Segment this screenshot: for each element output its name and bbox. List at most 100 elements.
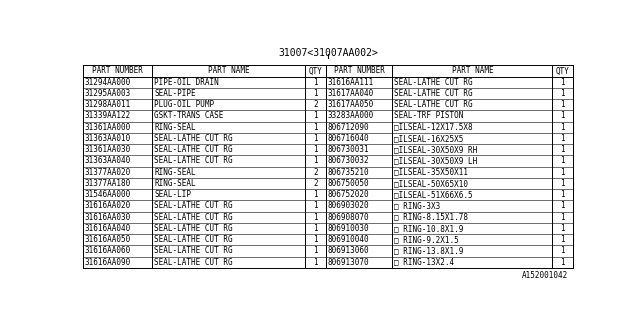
- Bar: [83, 65, 326, 268]
- Text: 31616AA020: 31616AA020: [84, 202, 131, 211]
- Text: 806910040: 806910040: [328, 235, 370, 244]
- Text: SEAL-LATHE CUT RG: SEAL-LATHE CUT RG: [154, 202, 232, 211]
- Text: □ RING-10.8X1.9: □ RING-10.8X1.9: [394, 224, 463, 233]
- Text: PLUG-OIL PUMP: PLUG-OIL PUMP: [154, 100, 214, 109]
- Text: 2: 2: [313, 100, 318, 109]
- Text: 1: 1: [313, 145, 318, 154]
- Text: □ RING-13.8X1.9: □ RING-13.8X1.9: [394, 246, 463, 255]
- Text: 31295AA003: 31295AA003: [84, 89, 131, 98]
- Text: 1: 1: [313, 213, 318, 222]
- Text: SEAL-LATHE CUT RG: SEAL-LATHE CUT RG: [394, 78, 473, 87]
- Text: 806913070: 806913070: [328, 258, 370, 267]
- Text: RING-SEAL: RING-SEAL: [154, 123, 196, 132]
- Text: 1: 1: [560, 156, 565, 165]
- Text: 31339AA122: 31339AA122: [84, 111, 131, 120]
- Text: 31617AA050: 31617AA050: [328, 100, 374, 109]
- Text: □ RING-3X3: □ RING-3X3: [394, 202, 440, 211]
- Text: PART NUMBER: PART NUMBER: [334, 67, 385, 76]
- Text: 1: 1: [313, 134, 318, 143]
- Text: 1: 1: [313, 156, 318, 165]
- Text: 1: 1: [560, 258, 565, 267]
- Text: 806735210: 806735210: [328, 168, 370, 177]
- Text: PART NAME: PART NAME: [452, 67, 493, 76]
- Text: 806913060: 806913060: [328, 246, 370, 255]
- Text: 1: 1: [560, 190, 565, 199]
- Text: 1: 1: [560, 78, 565, 87]
- Text: 806752020: 806752020: [328, 190, 370, 199]
- Text: 31617AA040: 31617AA040: [328, 89, 374, 98]
- Text: 1: 1: [560, 213, 565, 222]
- Text: 1: 1: [560, 179, 565, 188]
- Text: RING-SEAL: RING-SEAL: [154, 168, 196, 177]
- Text: 1: 1: [313, 246, 318, 255]
- Text: SEAL-TRF PISTON: SEAL-TRF PISTON: [394, 111, 463, 120]
- Text: 1: 1: [313, 224, 318, 233]
- Text: SEAL-LATHE CUT RG: SEAL-LATHE CUT RG: [394, 89, 473, 98]
- Text: 31361AA000: 31361AA000: [84, 123, 131, 132]
- Text: 2: 2: [313, 179, 318, 188]
- Text: 1: 1: [313, 258, 318, 267]
- Text: PIPE-OIL DRAIN: PIPE-OIL DRAIN: [154, 78, 219, 87]
- Text: □ RING-8.15X1.78: □ RING-8.15X1.78: [394, 213, 468, 222]
- Text: 806730032: 806730032: [328, 156, 370, 165]
- Text: A152001042: A152001042: [522, 271, 568, 280]
- Text: 31546AA000: 31546AA000: [84, 190, 131, 199]
- Text: SEAL-LATHE CUT RG: SEAL-LATHE CUT RG: [154, 235, 232, 244]
- Text: SEAL-PIPE: SEAL-PIPE: [154, 89, 196, 98]
- Text: 31361AA030: 31361AA030: [84, 145, 131, 154]
- Text: 31616AA090: 31616AA090: [84, 258, 131, 267]
- Text: 1: 1: [313, 78, 318, 87]
- Text: 1: 1: [560, 145, 565, 154]
- Text: 806903020: 806903020: [328, 202, 370, 211]
- Text: 31616AA030: 31616AA030: [84, 213, 131, 222]
- Text: 806716040: 806716040: [328, 134, 370, 143]
- Text: 1: 1: [560, 89, 565, 98]
- Text: 1: 1: [313, 202, 318, 211]
- Text: SEAL-LATHE CUT RG: SEAL-LATHE CUT RG: [154, 246, 232, 255]
- Text: RING-SEAL: RING-SEAL: [154, 179, 196, 188]
- Text: 31298AA011: 31298AA011: [84, 100, 131, 109]
- Text: □ILSEAL-35X50X11: □ILSEAL-35X50X11: [394, 168, 468, 177]
- Text: 1: 1: [560, 224, 565, 233]
- Text: 806712090: 806712090: [328, 123, 370, 132]
- Text: 33283AA000: 33283AA000: [328, 111, 374, 120]
- Text: QTY: QTY: [556, 67, 570, 76]
- Text: SEAL-LATHE CUT RG: SEAL-LATHE CUT RG: [154, 145, 232, 154]
- Text: GSKT-TRANS CASE: GSKT-TRANS CASE: [154, 111, 223, 120]
- Text: 31377AA180: 31377AA180: [84, 179, 131, 188]
- Text: 1: 1: [560, 235, 565, 244]
- Text: SEAL-LATHE CUT RG: SEAL-LATHE CUT RG: [154, 224, 232, 233]
- Text: SEAL-LATHE CUT RG: SEAL-LATHE CUT RG: [154, 258, 232, 267]
- Text: 31616AA060: 31616AA060: [84, 246, 131, 255]
- Text: QTY: QTY: [308, 67, 323, 76]
- Text: 31007<31007AA002>: 31007<31007AA002>: [278, 48, 378, 58]
- Text: SEAL-LATHE CUT RG: SEAL-LATHE CUT RG: [154, 134, 232, 143]
- Text: PART NAME: PART NAME: [208, 67, 250, 76]
- Text: PART NUMBER: PART NUMBER: [92, 67, 143, 76]
- Text: 1: 1: [313, 190, 318, 199]
- Text: 1: 1: [560, 202, 565, 211]
- Text: SEAL-LIP: SEAL-LIP: [154, 190, 191, 199]
- Text: 1: 1: [560, 123, 565, 132]
- Text: 1: 1: [560, 168, 565, 177]
- Text: 31363AA040: 31363AA040: [84, 156, 131, 165]
- Text: 806730031: 806730031: [328, 145, 370, 154]
- Text: 2: 2: [313, 168, 318, 177]
- Text: 1: 1: [313, 123, 318, 132]
- Text: □ILSEAL-30X50X9 LH: □ILSEAL-30X50X9 LH: [394, 156, 477, 165]
- Text: □ILSEAL-30X50X9 RH: □ILSEAL-30X50X9 RH: [394, 145, 477, 154]
- Text: 31294AA000: 31294AA000: [84, 78, 131, 87]
- Text: SEAL-LATHE CUT RG: SEAL-LATHE CUT RG: [394, 100, 473, 109]
- Text: 1: 1: [313, 89, 318, 98]
- Text: 1: 1: [313, 235, 318, 244]
- Text: □ILSEAL-12X17.5X8: □ILSEAL-12X17.5X8: [394, 123, 473, 132]
- Text: SEAL-LATHE CUT RG: SEAL-LATHE CUT RG: [154, 156, 232, 165]
- Text: 1: 1: [560, 134, 565, 143]
- Text: 31616AA111: 31616AA111: [328, 78, 374, 87]
- Text: SEAL-LATHE CUT RG: SEAL-LATHE CUT RG: [154, 213, 232, 222]
- Text: 31377AA020: 31377AA020: [84, 168, 131, 177]
- Text: 806908070: 806908070: [328, 213, 370, 222]
- Text: 806750050: 806750050: [328, 179, 370, 188]
- Text: 31616AA040: 31616AA040: [84, 224, 131, 233]
- Text: □ILSEAL-51X66X6.5: □ILSEAL-51X66X6.5: [394, 190, 473, 199]
